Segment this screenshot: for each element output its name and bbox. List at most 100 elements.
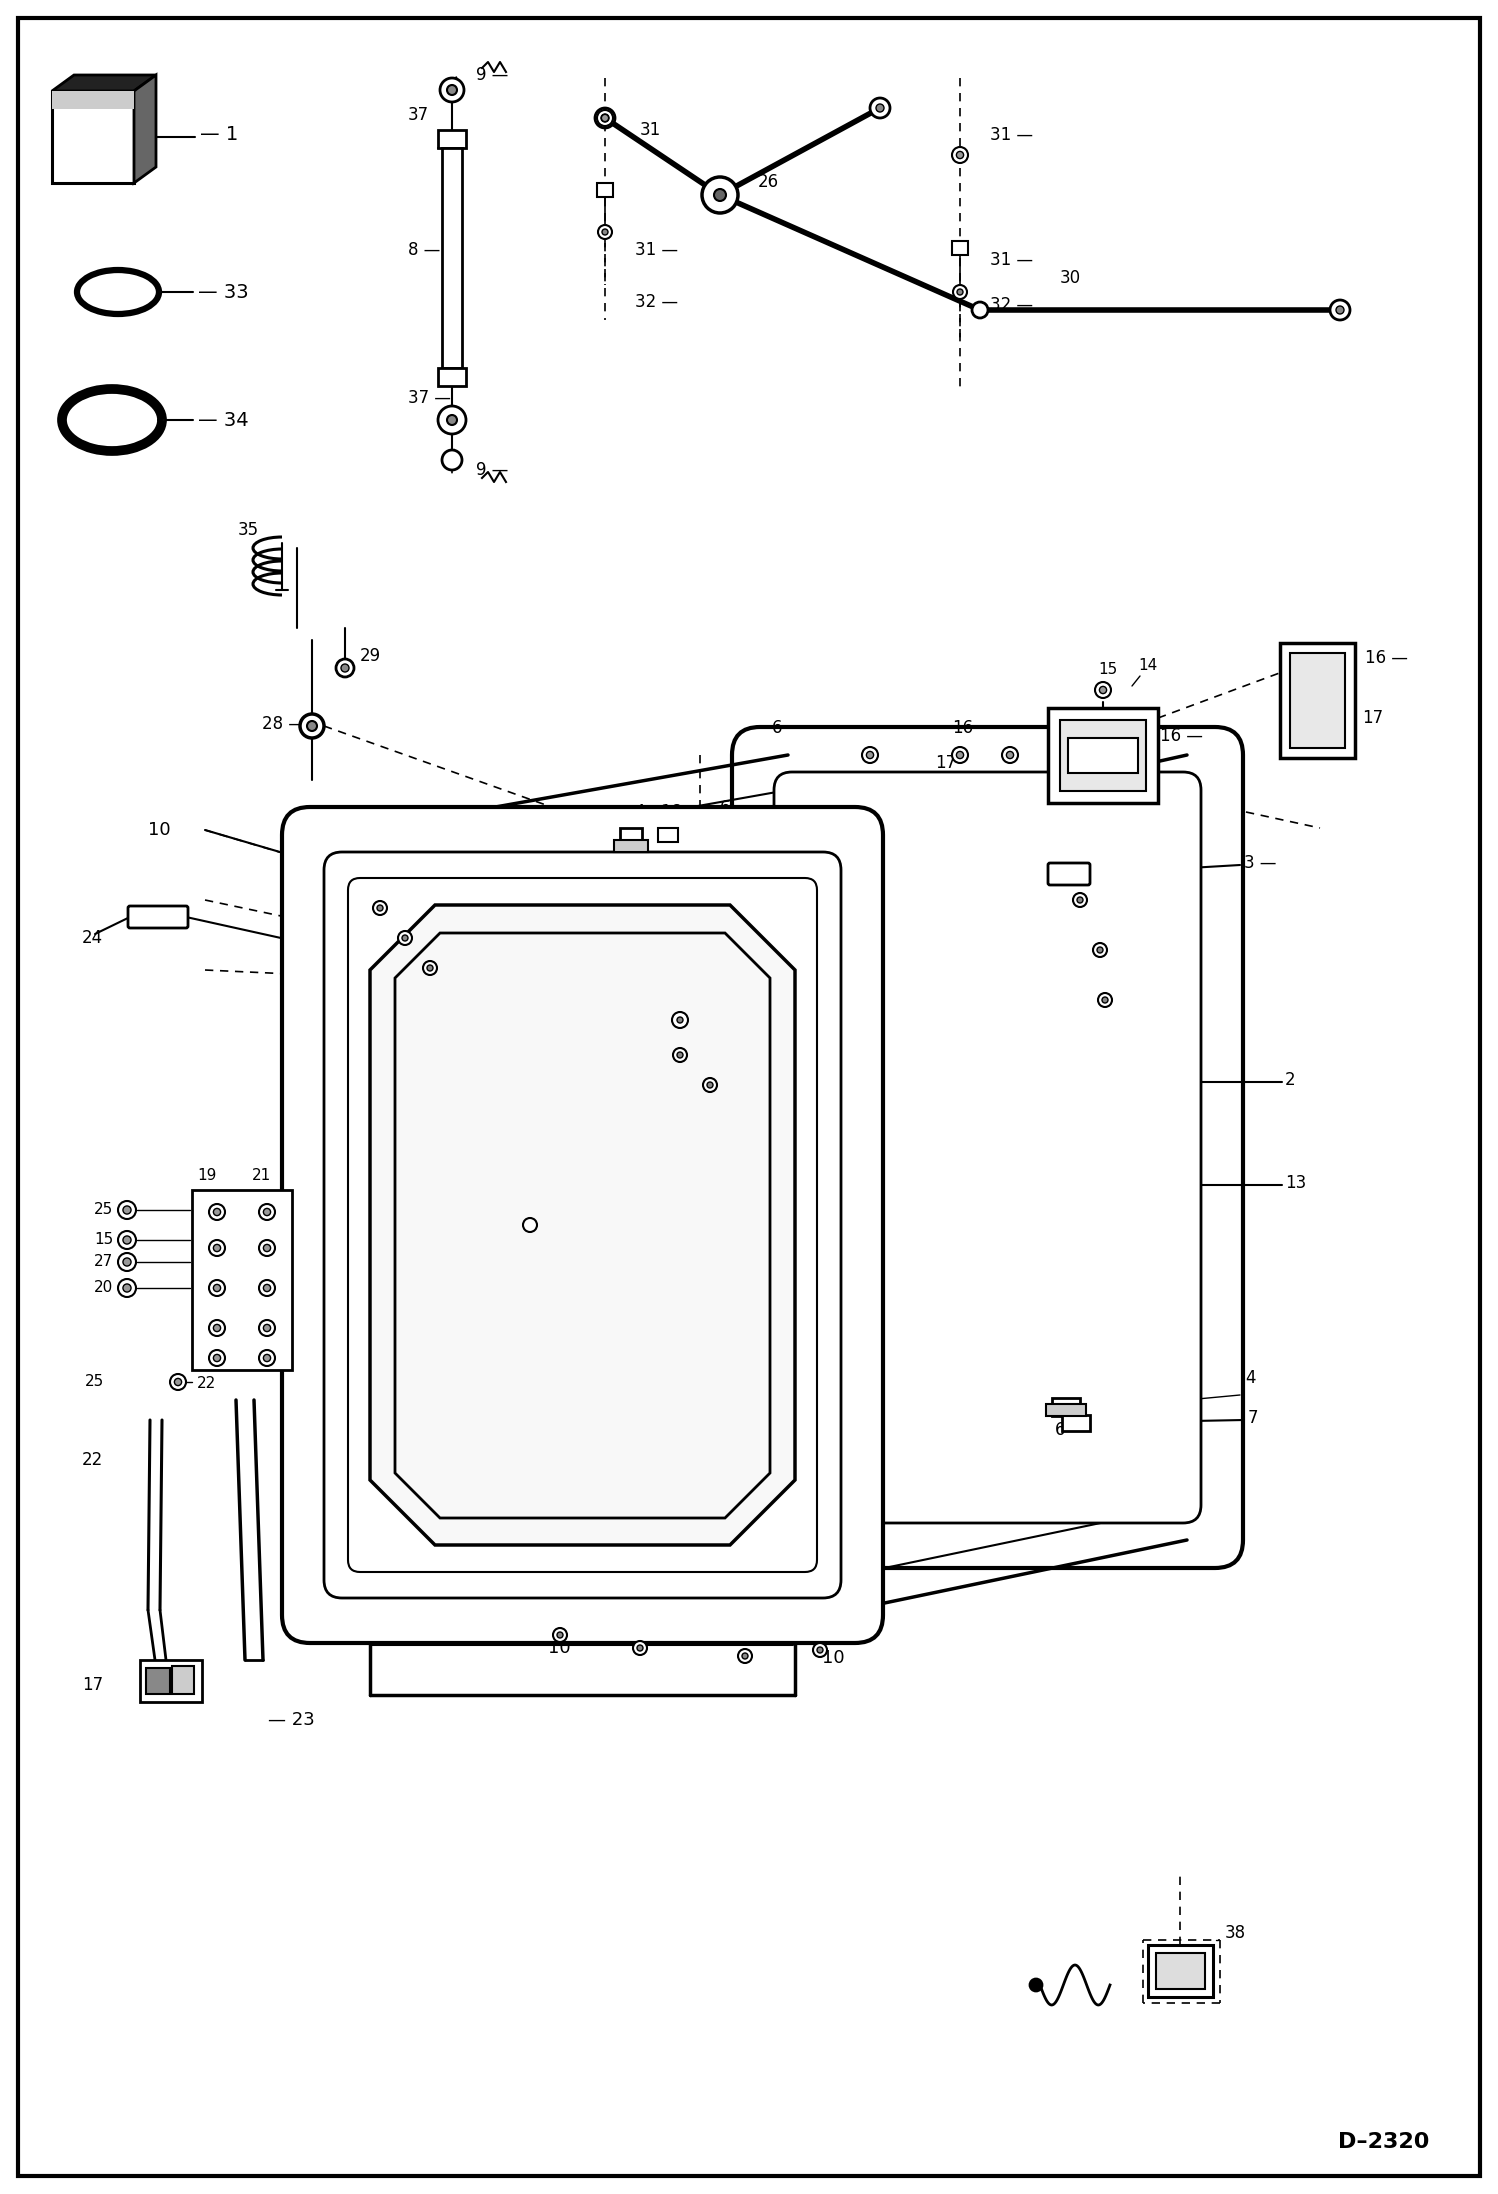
Text: 4: 4: [1245, 1369, 1255, 1387]
Text: 4: 4: [634, 803, 644, 821]
Text: 9 —: 9 —: [476, 461, 508, 478]
FancyBboxPatch shape: [324, 851, 840, 1597]
Text: 3 —: 3 —: [1243, 853, 1276, 871]
Text: 32 —: 32 —: [635, 294, 679, 312]
Text: 6: 6: [771, 720, 782, 737]
Circle shape: [1007, 750, 1014, 759]
Bar: [1062, 1415, 1091, 1430]
Text: 9 —: 9 —: [476, 66, 508, 83]
Bar: [1061, 720, 1146, 792]
Bar: [658, 827, 679, 842]
Circle shape: [373, 902, 386, 915]
Circle shape: [553, 1628, 568, 1641]
Circle shape: [264, 1354, 271, 1362]
Text: 37 —: 37 —: [407, 388, 451, 408]
Text: 11: 11: [336, 930, 357, 950]
Text: 26: 26: [758, 173, 779, 191]
Circle shape: [446, 415, 457, 426]
Circle shape: [673, 1011, 688, 1029]
Circle shape: [442, 450, 461, 470]
Text: 7: 7: [572, 1055, 583, 1075]
Circle shape: [118, 1253, 136, 1270]
Text: 18 —: 18 —: [935, 781, 978, 799]
Text: 17: 17: [1362, 709, 1383, 726]
Text: 17: 17: [935, 755, 956, 772]
Circle shape: [598, 226, 613, 239]
Circle shape: [602, 228, 608, 235]
FancyBboxPatch shape: [282, 807, 882, 1643]
Text: 11: 11: [655, 1060, 676, 1077]
Circle shape: [342, 665, 349, 671]
Circle shape: [876, 103, 884, 112]
Text: 37: 37: [407, 105, 428, 125]
Bar: [172, 1665, 195, 1694]
Circle shape: [1031, 1979, 1043, 1990]
Circle shape: [422, 961, 437, 974]
Bar: [192, 1189, 292, 1369]
Circle shape: [1095, 682, 1112, 698]
Circle shape: [307, 722, 318, 731]
Text: 16: 16: [661, 803, 682, 821]
Bar: [1068, 737, 1138, 772]
Circle shape: [677, 1051, 683, 1058]
Bar: [437, 129, 466, 147]
Circle shape: [259, 1205, 276, 1220]
Circle shape: [118, 1200, 136, 1220]
Text: 10: 10: [148, 821, 171, 838]
Text: 17: 17: [82, 1676, 103, 1694]
Text: 6: 6: [721, 799, 731, 816]
Circle shape: [1094, 943, 1107, 957]
Text: 25: 25: [94, 1202, 114, 1218]
Circle shape: [264, 1325, 271, 1332]
Circle shape: [742, 1652, 748, 1659]
Text: 31: 31: [640, 121, 661, 138]
FancyBboxPatch shape: [1049, 862, 1091, 884]
Circle shape: [213, 1325, 220, 1332]
Circle shape: [213, 1209, 220, 1215]
Text: — 33: — 33: [198, 283, 249, 301]
Bar: [953, 241, 968, 255]
Text: 25: 25: [85, 1373, 105, 1389]
Circle shape: [169, 1373, 186, 1391]
Circle shape: [446, 86, 457, 94]
Bar: [437, 369, 466, 386]
Circle shape: [601, 114, 610, 123]
Circle shape: [336, 658, 354, 678]
Text: 32 —: 32 —: [990, 296, 1034, 314]
Bar: [1156, 1953, 1204, 1990]
Bar: [139, 1661, 202, 1703]
Text: 22: 22: [198, 1376, 216, 1391]
Circle shape: [956, 151, 963, 158]
Bar: [1049, 709, 1158, 803]
Text: 26: 26: [706, 1009, 727, 1027]
Text: 31 —: 31 —: [990, 250, 1034, 270]
Circle shape: [673, 1049, 688, 1062]
Text: 12: 12: [322, 1593, 345, 1610]
Text: 35: 35: [238, 520, 259, 540]
Circle shape: [816, 1648, 822, 1652]
Text: 38: 38: [1225, 1924, 1246, 1942]
Circle shape: [598, 110, 613, 125]
Text: 2: 2: [1285, 1071, 1296, 1088]
Text: 21: 21: [252, 1167, 271, 1183]
Circle shape: [377, 904, 383, 911]
Text: 8 —: 8 —: [407, 241, 440, 259]
Circle shape: [634, 1641, 647, 1654]
Text: 16 —: 16 —: [1365, 649, 1408, 667]
Text: 15: 15: [94, 1233, 114, 1248]
Bar: [1147, 1946, 1213, 1997]
Circle shape: [210, 1205, 225, 1220]
Circle shape: [1077, 897, 1083, 904]
Text: 31 —: 31 —: [990, 125, 1034, 145]
Circle shape: [870, 99, 890, 118]
Circle shape: [707, 1082, 713, 1088]
Text: 10: 10: [548, 1639, 571, 1656]
Circle shape: [213, 1244, 220, 1251]
Circle shape: [953, 285, 968, 298]
Circle shape: [259, 1349, 276, 1367]
Circle shape: [813, 1643, 827, 1656]
Circle shape: [264, 1244, 271, 1251]
Text: 30: 30: [1061, 270, 1082, 287]
Circle shape: [1002, 746, 1019, 764]
Circle shape: [210, 1321, 225, 1336]
